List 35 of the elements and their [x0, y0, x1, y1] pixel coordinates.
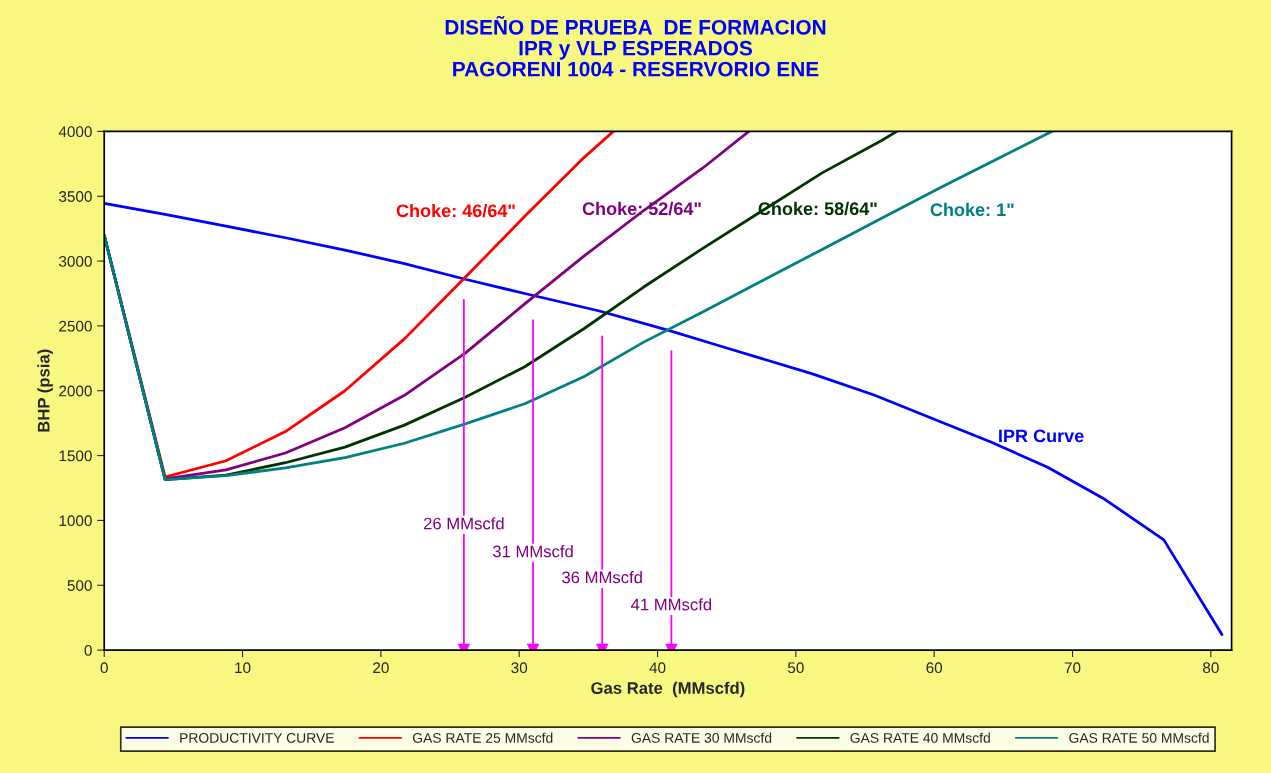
annotation: Choke: 46/64" [396, 203, 515, 218]
x-tick-label: 70 [1064, 662, 1081, 674]
y-tick-label: 3000 [59, 255, 92, 267]
y-tick-label: 4000 [58, 126, 92, 138]
legend-label: PRODUCTIVITY CURVE [180, 732, 334, 743]
line-series [104, 201, 1224, 636]
x-tick-label: 20 [373, 662, 389, 674]
legend-label: GAS RATE 25 MMscfd [412, 732, 553, 743]
x-tick-label: 30 [511, 662, 528, 674]
x-tick-label: 10 [235, 662, 251, 674]
annotation: 31 MMscfd [492, 545, 573, 558]
x-tick-label: 50 [787, 662, 804, 674]
annotation: 26 MMscfd [423, 517, 504, 530]
y-tick-label: 3500 [59, 191, 92, 202]
chart-title: DISEÑO DE PRUEBA DE FORMACION IPR y VLP ESPERADOS PAGORENI 1004 - RESERVORIO ENE [445, 15, 826, 77]
x-tick-label: 0 [100, 662, 108, 674]
annotation: 36 MMscfd [562, 571, 642, 584]
y-tick-label: 1000 [59, 515, 92, 527]
y-axis-title: BHP (psia) [37, 349, 53, 432]
x-tick-label: 60 [926, 662, 943, 674]
annotation: 41 MMscfd [631, 598, 712, 611]
x-tick-label: 80 [1203, 662, 1219, 674]
legend-label: GAS RATE 30 MMscfd [631, 732, 772, 743]
x-tick-label: 40 [649, 662, 666, 674]
annotation: Choke: 52/64" [582, 201, 701, 216]
y-tick-label: 2000 [59, 385, 92, 397]
legend-label: GAS RATE 50 MMscfd [1069, 732, 1209, 743]
legend-label: GAS RATE 40 MMscfd [850, 732, 990, 743]
annotation: Choke: 1" [930, 202, 1014, 217]
y-tick-label: 0 [84, 644, 92, 656]
x-axis-title: Gas Rate (MMscfd) [591, 681, 745, 698]
y-tick-label: 2500 [59, 320, 92, 332]
annotation: IPR Curve [999, 429, 1084, 443]
y-tick-label: 1500 [59, 450, 92, 462]
y-tick-label: 500 [67, 580, 92, 591]
